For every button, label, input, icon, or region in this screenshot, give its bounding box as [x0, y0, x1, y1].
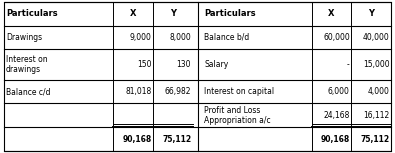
Text: 24,168: 24,168: [324, 111, 350, 120]
Text: 90,168: 90,168: [321, 135, 350, 144]
Text: 60,000: 60,000: [323, 33, 350, 42]
Text: Profit and Loss
Appropriation a/c: Profit and Loss Appropriation a/c: [204, 106, 271, 125]
Text: Y: Y: [170, 9, 176, 18]
Text: Particulars: Particulars: [204, 9, 256, 18]
Text: Interest on capital: Interest on capital: [204, 87, 274, 96]
Text: Y: Y: [368, 9, 374, 18]
Text: 81,018: 81,018: [125, 87, 152, 96]
Text: 4,000: 4,000: [368, 87, 389, 96]
Text: 16,112: 16,112: [363, 111, 389, 120]
Text: Salary: Salary: [204, 60, 228, 69]
Text: 90,168: 90,168: [122, 135, 152, 144]
Text: 9,000: 9,000: [130, 33, 152, 42]
Text: Balance b/d: Balance b/d: [204, 33, 250, 42]
Text: 8,000: 8,000: [169, 33, 191, 42]
Text: Balance c/d: Balance c/d: [6, 87, 51, 96]
Text: 6,000: 6,000: [328, 87, 350, 96]
Text: Interest on
drawings: Interest on drawings: [6, 55, 47, 74]
Text: Particulars: Particulars: [6, 9, 58, 18]
Text: 66,982: 66,982: [165, 87, 191, 96]
Text: Drawings: Drawings: [6, 33, 42, 42]
Text: 75,112: 75,112: [360, 135, 389, 144]
Text: X: X: [130, 9, 137, 18]
Text: 130: 130: [177, 60, 191, 69]
Text: 15,000: 15,000: [363, 60, 389, 69]
Text: 150: 150: [137, 60, 152, 69]
Text: 40,000: 40,000: [363, 33, 389, 42]
Text: X: X: [328, 9, 335, 18]
Text: -: -: [347, 60, 350, 69]
Text: 75,112: 75,112: [162, 135, 191, 144]
